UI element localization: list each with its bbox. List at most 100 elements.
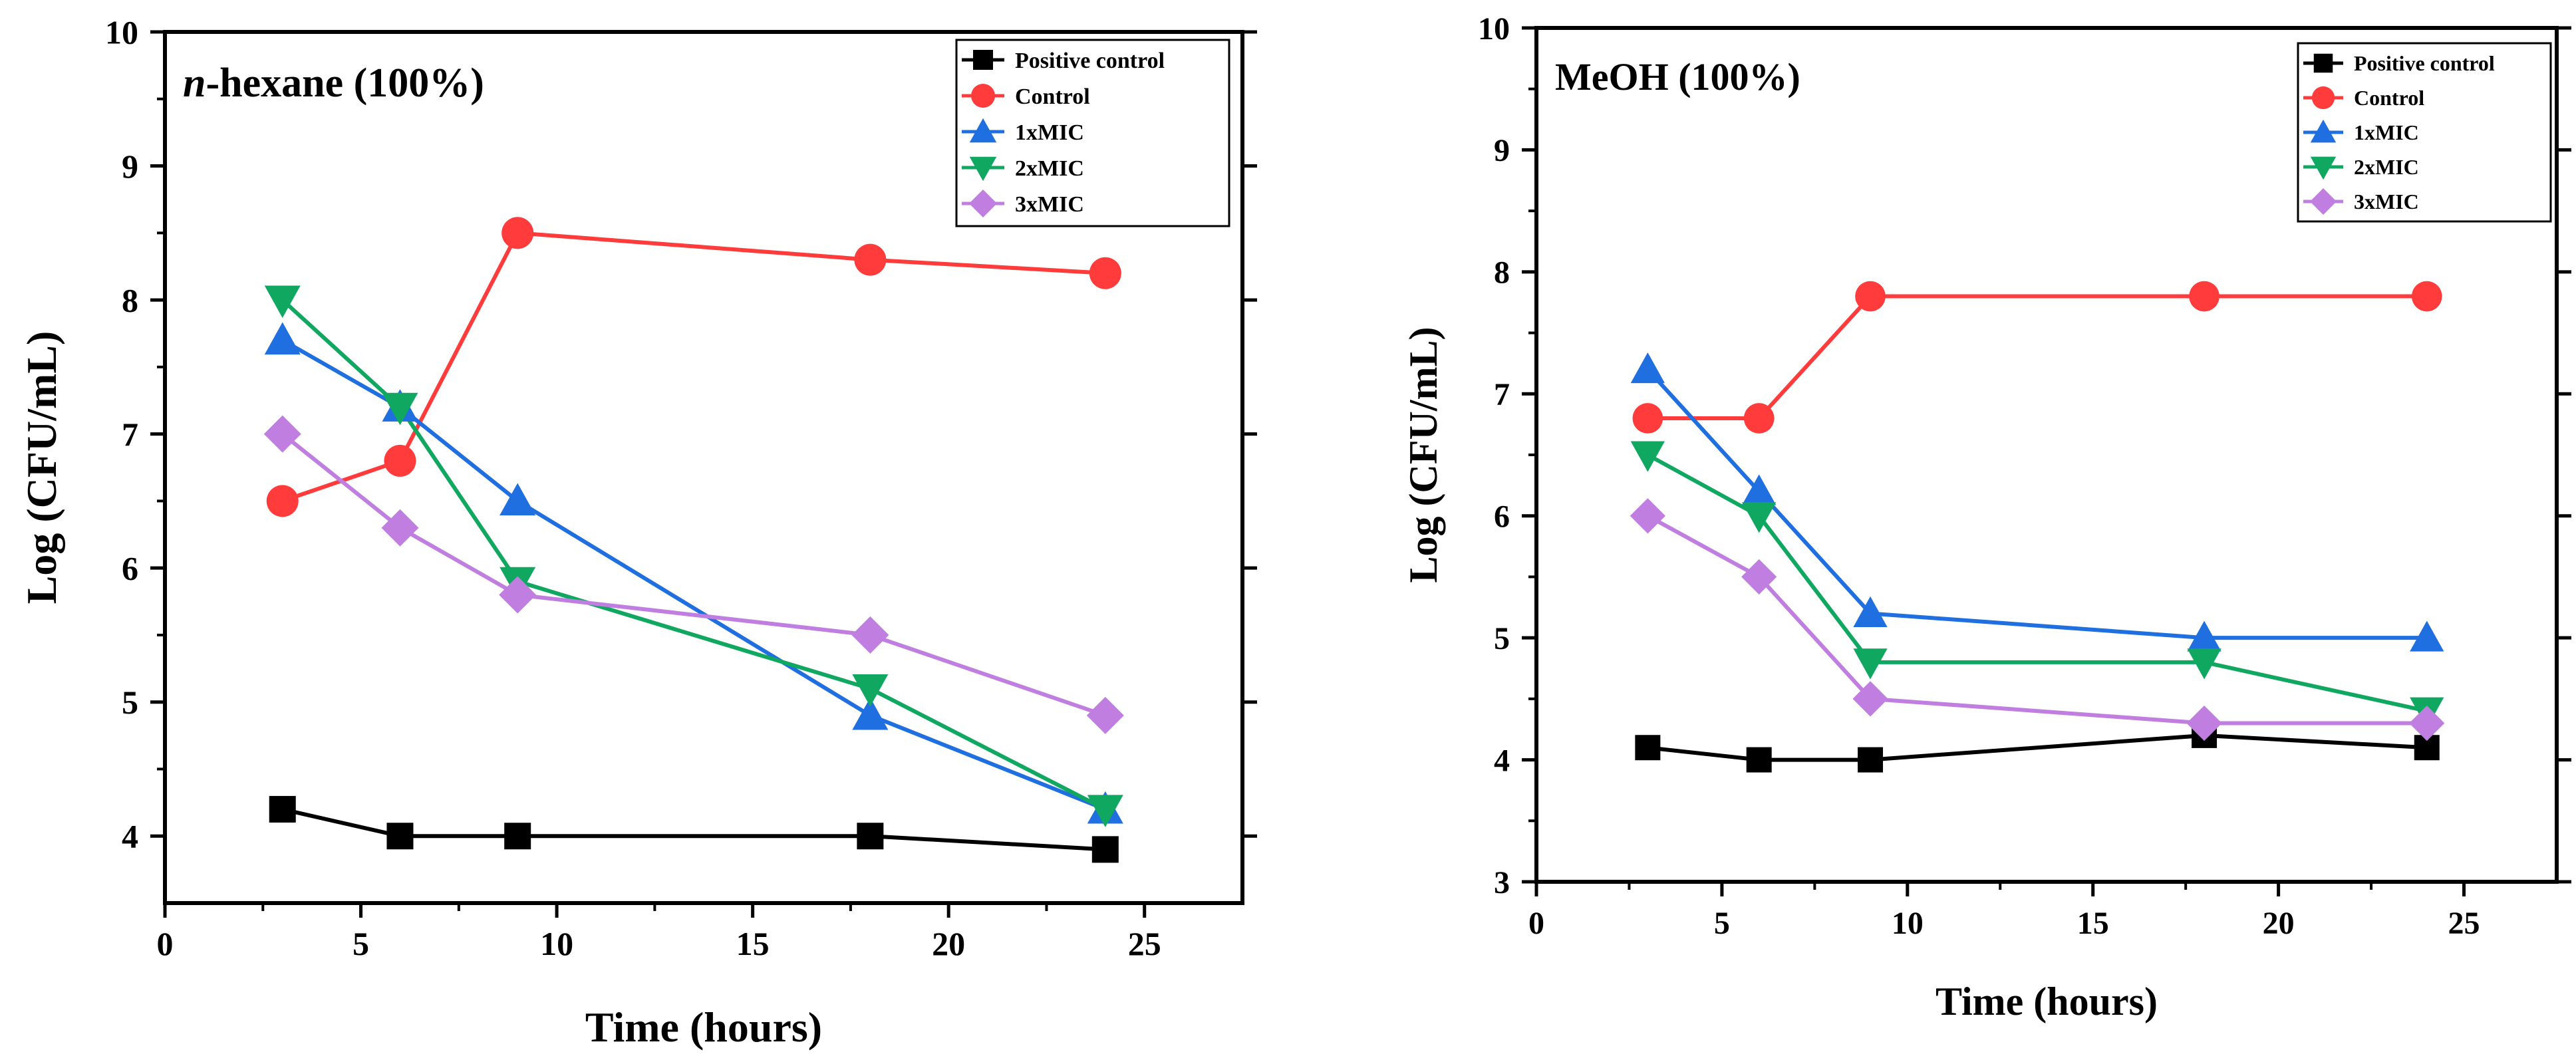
x-tick-label: 20: [2263, 906, 2295, 941]
series-line-2xmic: [281, 298, 1107, 811]
data-point: [1630, 498, 1665, 534]
legend-label: Control: [1015, 84, 1090, 109]
y-axis-label: Log (CFU/mL): [1401, 327, 1445, 583]
data-point: [1635, 735, 1661, 761]
x-axis-label: Time (hours): [585, 1003, 822, 1051]
data-point: [2186, 705, 2222, 741]
legend-label: 1xMIC: [1015, 120, 1084, 145]
legend-label: 3xMIC: [2354, 190, 2419, 213]
legend-label: 3xMIC: [1015, 192, 1084, 217]
data-point: [1091, 836, 1119, 863]
legend-marker: [2311, 86, 2335, 110]
legend-label: Positive control: [1015, 49, 1165, 73]
y-tick-label: 5: [122, 684, 138, 721]
data-point: [1086, 696, 1124, 734]
legend-marker: [2310, 119, 2337, 143]
y-tick-label: 5: [1494, 621, 1510, 656]
data-point: [857, 823, 884, 850]
y-tick-label: 8: [1494, 255, 1510, 291]
y-tick-label: 6: [122, 550, 138, 587]
data-point: [1743, 403, 1775, 434]
series-line-3xmic: [281, 432, 1106, 718]
legend: Positive control Control 1xMIC 2xMIC 3xMIC: [955, 39, 1230, 227]
data-point: [2189, 281, 2219, 312]
x-tick-label: 5: [353, 925, 369, 962]
axes: 0 5 10 15 20 25 3 4 5 6 7 8 9 10: [1478, 11, 2571, 941]
legend-marker: [2310, 156, 2337, 180]
data-point: [1853, 648, 1888, 680]
data-point: [266, 485, 299, 517]
x-tick-label: 25: [1128, 925, 1161, 962]
x-tick-label: 0: [1528, 906, 1544, 941]
legend-box: [955, 39, 1230, 227]
series-markers: [263, 217, 1124, 863]
data-point: [1087, 795, 1123, 827]
legend-marker: [969, 156, 997, 182]
legend-marker: [969, 118, 997, 143]
data-point: [501, 217, 534, 249]
legend-marker: [971, 84, 995, 108]
data-point: [852, 697, 889, 730]
data-point: [1853, 596, 1888, 627]
panel-title: MeOH (100%): [1555, 55, 1800, 98]
legend-label: Control: [2354, 86, 2424, 110]
x-tick-label: 15: [2077, 906, 2109, 941]
series-line-control: [1647, 294, 2427, 420]
data-point: [1630, 441, 1665, 472]
chart-n-hexane: 0 5 10 15 20 25 4 5 6 7 8 9 10 n-hexane (100%) Time …: [18, 14, 1257, 1051]
y-axis-label: Log (CFU/mL): [18, 331, 65, 604]
chart-meoh: 0 5 10 15 20 25 3 4 5 6 7 8 9 10 MeOH (100%) Time (ho…: [1401, 11, 2571, 1023]
x-tick-label: 25: [2448, 906, 2480, 941]
y-tick-label: 8: [122, 282, 138, 319]
data-point: [2409, 705, 2445, 741]
y-tick-label: 10: [105, 14, 138, 51]
data-point: [381, 509, 419, 547]
y-tick-label: 4: [1494, 743, 1510, 778]
x-tick-label: 10: [540, 925, 573, 962]
data-point: [384, 444, 416, 477]
legend-marker: [2313, 53, 2333, 73]
data-point: [1855, 281, 1886, 312]
data-point: [382, 392, 418, 426]
y-tick-label: 9: [1494, 133, 1510, 168]
y-tick-label: 10: [1478, 11, 1510, 47]
data-point: [1858, 747, 1884, 773]
x-axis-label: Time (hours): [1935, 980, 2158, 1023]
data-point: [851, 616, 889, 654]
y-tick-label: 9: [122, 148, 138, 185]
data-point: [2411, 281, 2442, 312]
data-point: [1852, 681, 1888, 717]
data-point: [500, 483, 536, 515]
data-point: [2187, 648, 2221, 680]
y-tick-label: 6: [1494, 499, 1510, 535]
data-point: [2187, 620, 2221, 652]
data-point: [854, 243, 887, 276]
data-point: [1089, 257, 1121, 289]
legend: Positive control Control 1xMIC 2xMIC 3xMIC: [2297, 42, 2552, 223]
x-tick-label: 10: [1892, 906, 1924, 941]
data-point: [264, 322, 301, 355]
x-tick-label: 0: [157, 925, 174, 962]
data-point: [1746, 747, 1772, 773]
legend-label: 1xMIC: [2354, 120, 2419, 144]
data-point: [504, 823, 531, 850]
data-point: [499, 576, 537, 614]
legend-marker: [969, 190, 997, 217]
data-point: [264, 285, 301, 319]
data-point: [263, 415, 301, 453]
y-tick-label: 7: [1494, 377, 1510, 412]
series-lines: [281, 231, 1107, 852]
x-tick-label: 5: [1714, 906, 1730, 941]
panel-title: n-hexane (100%): [183, 61, 484, 106]
data-point: [1742, 502, 1777, 533]
x-tick-label: 20: [932, 925, 965, 962]
data-point: [386, 823, 414, 850]
legend-label: 2xMIC: [2354, 155, 2419, 179]
plot-frame: [163, 30, 1244, 905]
axes: 0 5 10 15 20 25 4 5 6 7 8 9 10: [105, 14, 1257, 962]
legend-label: 2xMIC: [1015, 156, 1084, 181]
data-point: [2410, 620, 2444, 652]
data-point: [269, 795, 296, 823]
y-tick-label: 7: [122, 416, 138, 453]
